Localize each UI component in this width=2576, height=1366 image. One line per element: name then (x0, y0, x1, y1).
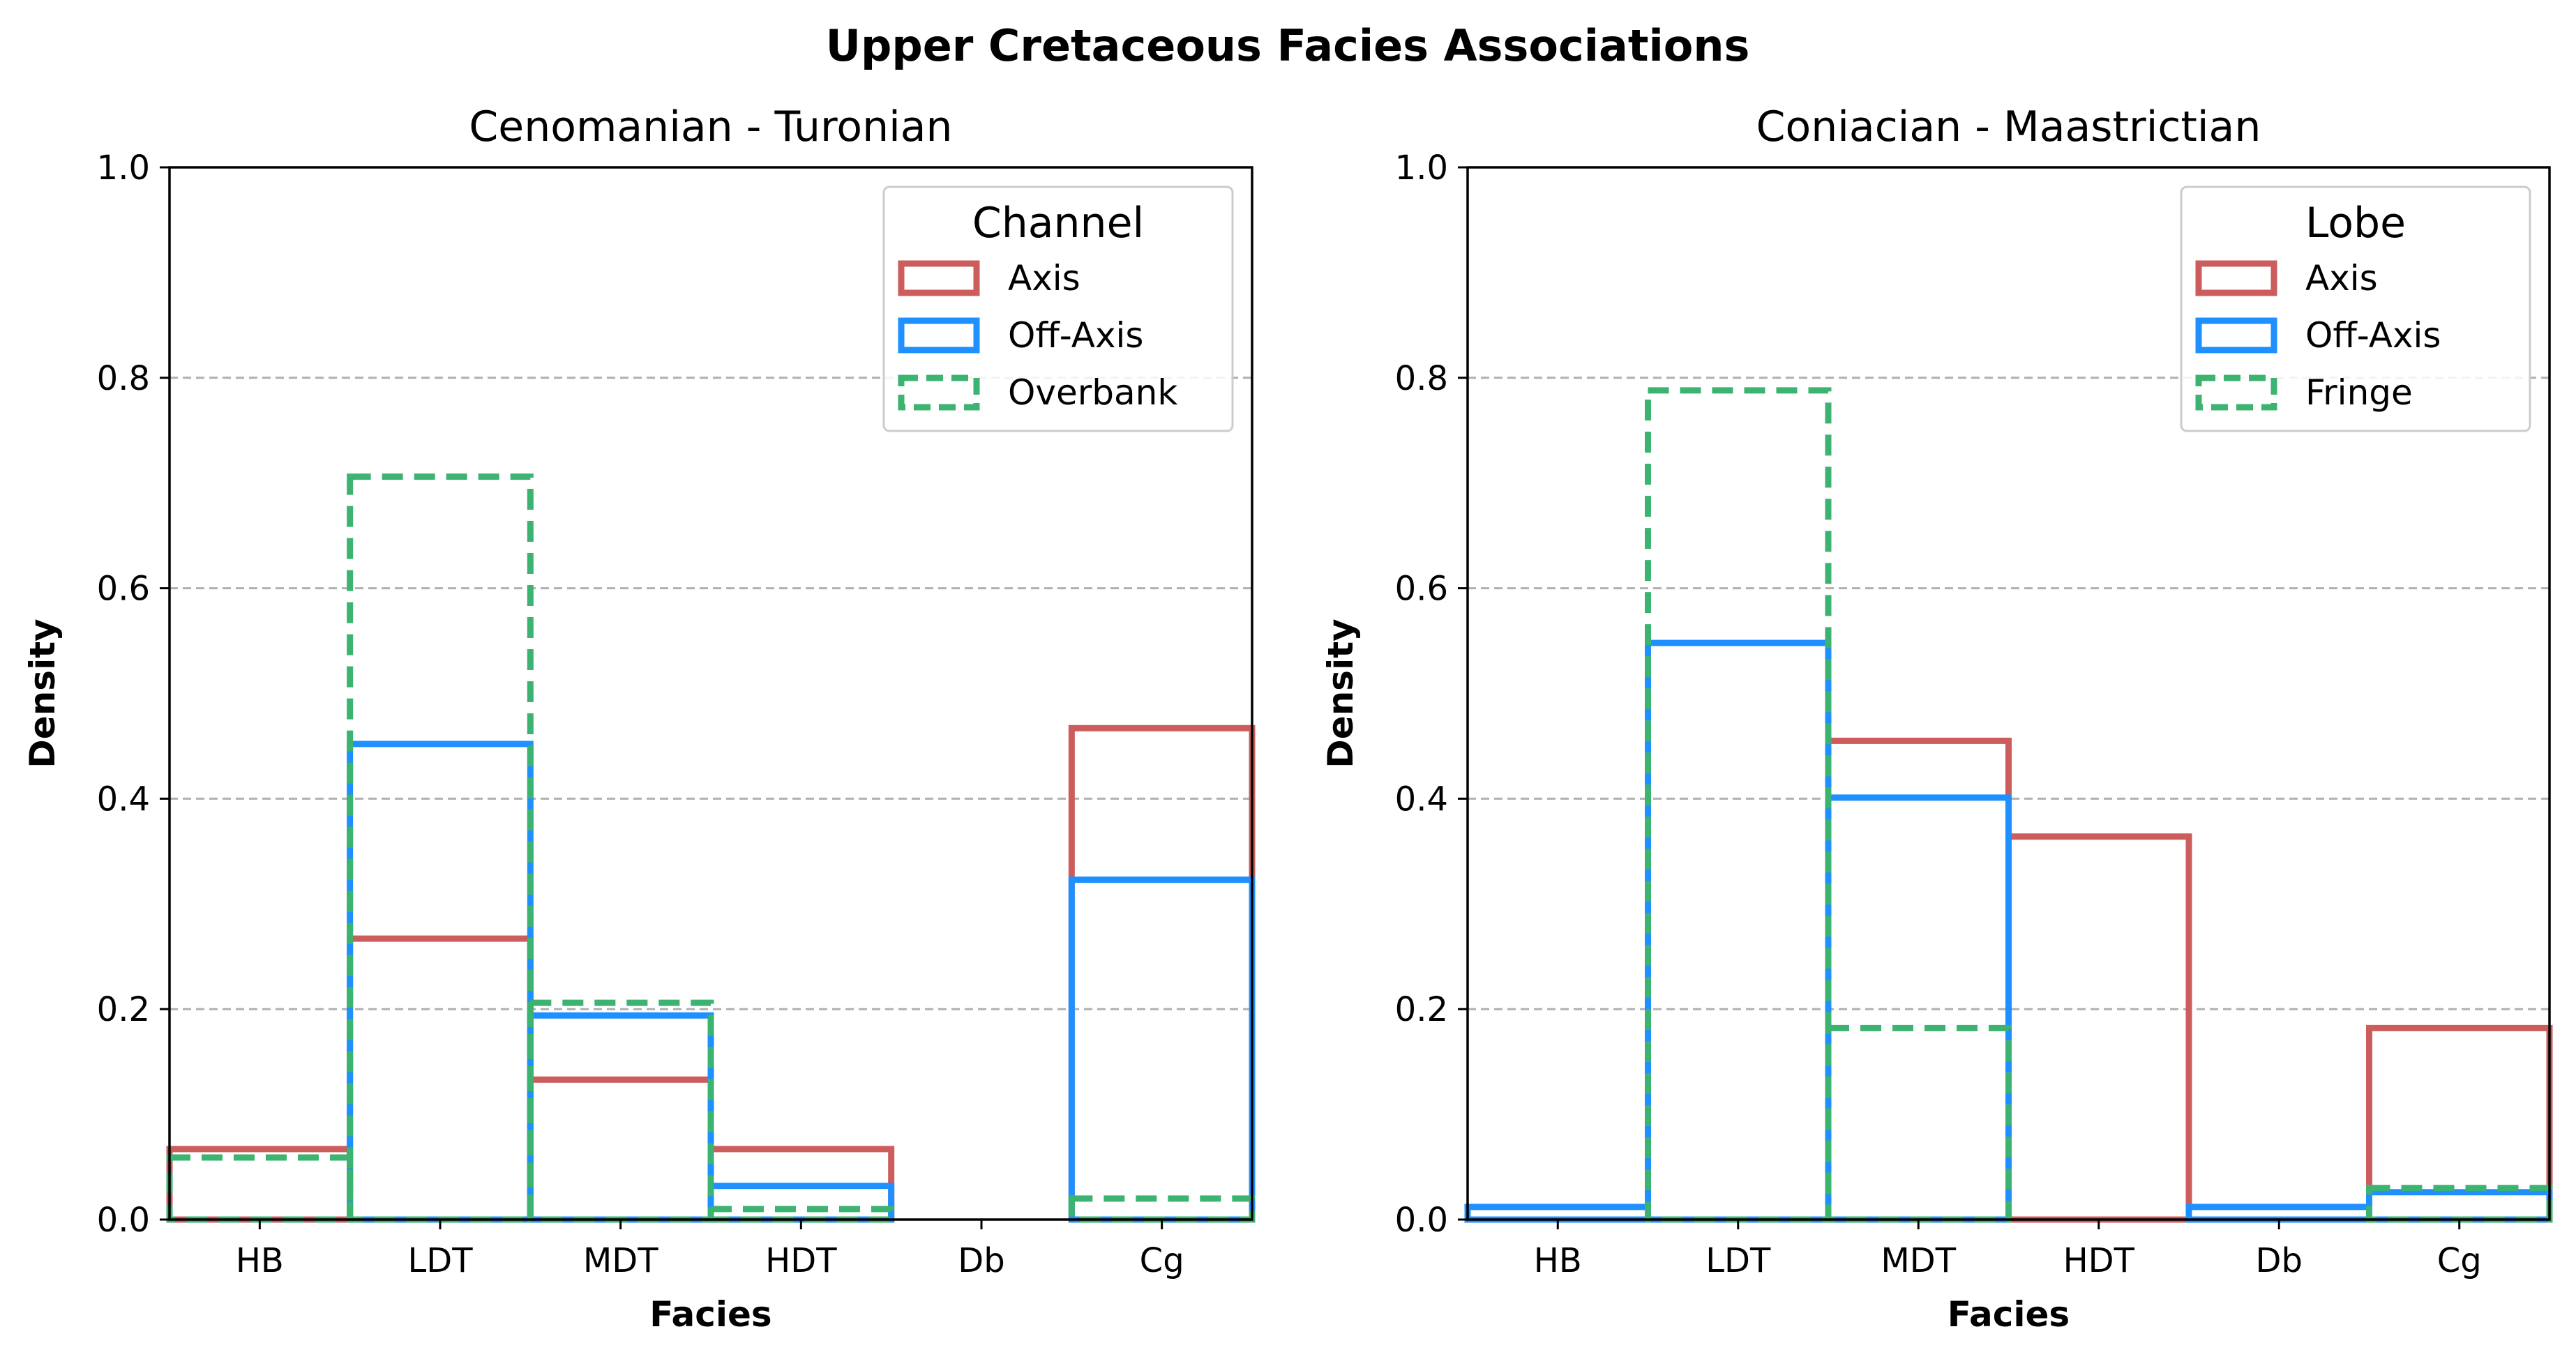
bar-hdt (707, 1183, 895, 1223)
bar-cg (1068, 1195, 1256, 1223)
y-tick-label: 0.6 (97, 570, 150, 609)
y-tick-label: 0.2 (97, 990, 150, 1029)
panel-title: Coniacian - Maastrictian (1756, 103, 2261, 151)
bar-mdt (1825, 737, 2012, 1223)
bar-db (2185, 1204, 2372, 1223)
x-tick-label: HDT (2063, 1241, 2135, 1280)
legend-label: Axis (1008, 258, 1080, 298)
legend-label: Off-Axis (1008, 315, 1143, 356)
y-tick-label: 0.4 (97, 780, 150, 819)
x-tick-label: HB (236, 1241, 284, 1280)
legend-swatch (2195, 260, 2277, 296)
bar-mdt (1825, 1024, 2012, 1223)
y-tick-label: 1.0 (97, 149, 150, 188)
x-axis-label: Facies (1948, 1294, 2070, 1335)
legend-swatch (2195, 374, 2277, 411)
x-tick-label: MDT (1881, 1241, 1956, 1280)
legend: Channel Axis Off-Axis Overbank (882, 185, 1234, 432)
y-tick-label: 0.8 (1395, 359, 1448, 398)
bar-cg (1068, 876, 1256, 1223)
legend-title: Channel (972, 199, 1144, 248)
y-axis-label: Density (1320, 619, 1361, 768)
y-axis-label: Density (22, 619, 63, 768)
y-tick-label: 0.0 (97, 1201, 150, 1240)
bar-cg (1068, 724, 1256, 1223)
bar-mdt (527, 999, 714, 1223)
legend-label: Axis (2305, 258, 2378, 298)
x-tick-label: Cg (2437, 1241, 2482, 1280)
legend-swatch (898, 374, 980, 411)
axes-frame (168, 166, 1253, 1221)
legend-label: Off-Axis (2305, 315, 2441, 356)
bar-mdt (527, 1012, 714, 1223)
bar-hb (166, 1154, 354, 1223)
x-tick-label: Db (958, 1241, 1004, 1280)
bar-hb (1464, 1204, 1651, 1223)
legend-label: Overbank (1008, 372, 1177, 413)
y-tick-label: 0.2 (1395, 990, 1448, 1029)
x-tick-label: LDT (1705, 1241, 1771, 1280)
y-tick-label: 0.6 (1395, 570, 1448, 609)
x-tick-label: MDT (583, 1241, 658, 1280)
bar-hb (166, 1146, 354, 1223)
series-off-axis (1464, 639, 2553, 1223)
x-tick-label: HB (1534, 1241, 1582, 1280)
bar-ldt (347, 741, 534, 1223)
series-fringe (1645, 387, 2553, 1223)
legend-swatch (2195, 317, 2277, 354)
bar-ldt (1645, 387, 1832, 1223)
legend: Lobe Axis Off-Axis Fringe (2180, 185, 2531, 432)
y-tick-label: 0.8 (97, 359, 150, 398)
y-tick-label: 0.0 (1395, 1201, 1448, 1240)
series-axis (1825, 737, 2553, 1223)
bar-ldt (1645, 639, 1832, 1223)
legend-box (882, 185, 1234, 432)
legend-swatch (898, 317, 980, 354)
x-axis-label: Facies (649, 1294, 771, 1335)
x-tick-label: Db (2256, 1241, 2303, 1280)
x-tick-label: Cg (1140, 1241, 1184, 1280)
bar-hdt (2005, 833, 2192, 1223)
bar-cg (2366, 1189, 2553, 1223)
legend-label: Fringe (2305, 372, 2413, 413)
panel-title: Cenomanian - Turonian (469, 103, 952, 151)
y-tick-label: 1.0 (1395, 149, 1448, 188)
axes-frame (1466, 166, 2551, 1221)
x-tick-label: HDT (765, 1241, 837, 1280)
legend-swatch (898, 260, 980, 296)
legend-title: Lobe (2305, 199, 2406, 248)
bar-ldt (347, 935, 534, 1223)
figure-title: Upper Cretaceous Facies Associations (826, 20, 1750, 71)
legend-box (2180, 185, 2531, 432)
chart-panel-2: Coniacian - Maastrictian 0.0 0.2 0.4 0.6 0.8 1… (1320, 103, 2553, 1335)
bar-mdt (527, 1076, 714, 1223)
y-tick-label: 0.4 (1395, 780, 1448, 819)
x-tick-label: LDT (407, 1241, 473, 1280)
chart-panel-1: Cenomanian - Turonian 0.0 0.2 0.4 0.6 0.8 1.0 H… (22, 103, 1256, 1335)
